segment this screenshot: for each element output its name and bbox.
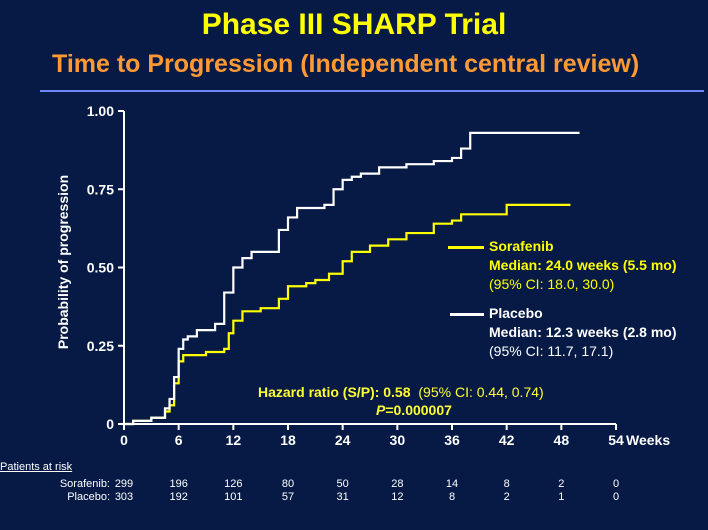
legend-placebo-ci: (95% CI: 11.7, 17.1) bbox=[489, 343, 614, 359]
x-tick-label: 12 bbox=[226, 432, 242, 448]
p-value-line: P=0.000007 bbox=[376, 402, 452, 418]
p-value-number: =0.000007 bbox=[385, 402, 452, 418]
curve-placebo bbox=[124, 131, 580, 426]
risk-cell: 80 bbox=[281, 478, 295, 490]
x-tick-label: 30 bbox=[390, 432, 406, 448]
legend-sorafenib-ci: (95% CI: 18.0, 30.0) bbox=[489, 276, 615, 292]
x-tick-label: 24 bbox=[335, 432, 351, 448]
risk-cell: 2 bbox=[558, 478, 565, 490]
x-tick-label: 0 bbox=[120, 432, 128, 448]
curve-sorafenib bbox=[124, 203, 571, 426]
y-tick-label: 0.25 bbox=[87, 338, 114, 354]
hazard-ratio-line: Hazard ratio (S/P): 0.58 (95% CI: 0.44, … bbox=[258, 384, 544, 400]
legend-placebo-median: Median: 12.3 weeks (2.8 mo) bbox=[489, 324, 677, 340]
x-axis-unit: Weeks bbox=[626, 432, 670, 448]
y-tick-label: 0.75 bbox=[87, 181, 114, 197]
x-tick-label: 36 bbox=[444, 432, 460, 448]
risk-cell: 12 bbox=[391, 491, 404, 503]
risk-cell: 101 bbox=[224, 491, 243, 503]
legend-placebo-swatch bbox=[450, 313, 484, 316]
risk-cell: 57 bbox=[281, 491, 295, 503]
risk-cell: 14 bbox=[445, 478, 459, 490]
legend-sorafenib-median: Median: 24.0 weeks (5.5 mo) bbox=[489, 257, 677, 273]
chart-axes: 0 0.25 0.50 0.75 1.00 0 6 12 18 24 30 36 42 48 54 bbox=[87, 103, 624, 448]
risk-cell: 8 bbox=[503, 478, 510, 490]
y-tick-label: 0.50 bbox=[87, 260, 114, 276]
hazard-ratio-label: Hazard ratio (S/P): 0.58 bbox=[258, 384, 411, 400]
risk-cell: 50 bbox=[336, 478, 349, 490]
risk-table-title: Patients at risk bbox=[0, 461, 73, 473]
legend-sorafenib-name: Sorafenib bbox=[489, 238, 554, 254]
legend-placebo-name: Placebo bbox=[489, 305, 543, 321]
x-tick-label: 6 bbox=[175, 432, 183, 448]
slide-subtitle: Time to Progression (Independent central… bbox=[52, 50, 640, 78]
risk-cell: 1 bbox=[558, 491, 565, 503]
chart-curves bbox=[124, 131, 580, 426]
hazard-ratio-ci: (95% CI: 0.44, 0.74) bbox=[418, 384, 544, 400]
risk-cell: 303 bbox=[114, 491, 134, 503]
y-tick-label: 0 bbox=[106, 416, 114, 432]
risk-cell: 196 bbox=[169, 478, 188, 490]
risk-cell: 8 bbox=[448, 491, 456, 503]
risk-row-label: Sorafenib: bbox=[59, 478, 110, 490]
risk-cell: 31 bbox=[336, 491, 349, 503]
slide-title: Phase III SHARP Trial bbox=[201, 8, 507, 41]
risk-cell: 2 bbox=[503, 491, 510, 503]
risk-cell: 126 bbox=[224, 478, 243, 490]
title-divider bbox=[40, 90, 704, 92]
x-tick-label: 18 bbox=[280, 432, 296, 448]
x-tick-label: 42 bbox=[499, 432, 515, 448]
risk-cell: 192 bbox=[169, 491, 188, 503]
risk-cell: 0 bbox=[612, 478, 620, 490]
risk-row-label: Placebo: bbox=[67, 491, 110, 503]
legend-sorafenib-swatch bbox=[448, 246, 484, 249]
risk-cell: 0 bbox=[612, 491, 620, 503]
y-axis-label: Probability of progression bbox=[55, 175, 71, 349]
y-tick-label: 1.00 bbox=[87, 103, 114, 119]
p-value-letter: P bbox=[376, 402, 386, 418]
x-tick-label: 54 bbox=[608, 432, 624, 448]
x-tick-label: 48 bbox=[554, 432, 570, 448]
risk-cell: 28 bbox=[391, 478, 404, 490]
risk-cell: 299 bbox=[114, 478, 134, 490]
